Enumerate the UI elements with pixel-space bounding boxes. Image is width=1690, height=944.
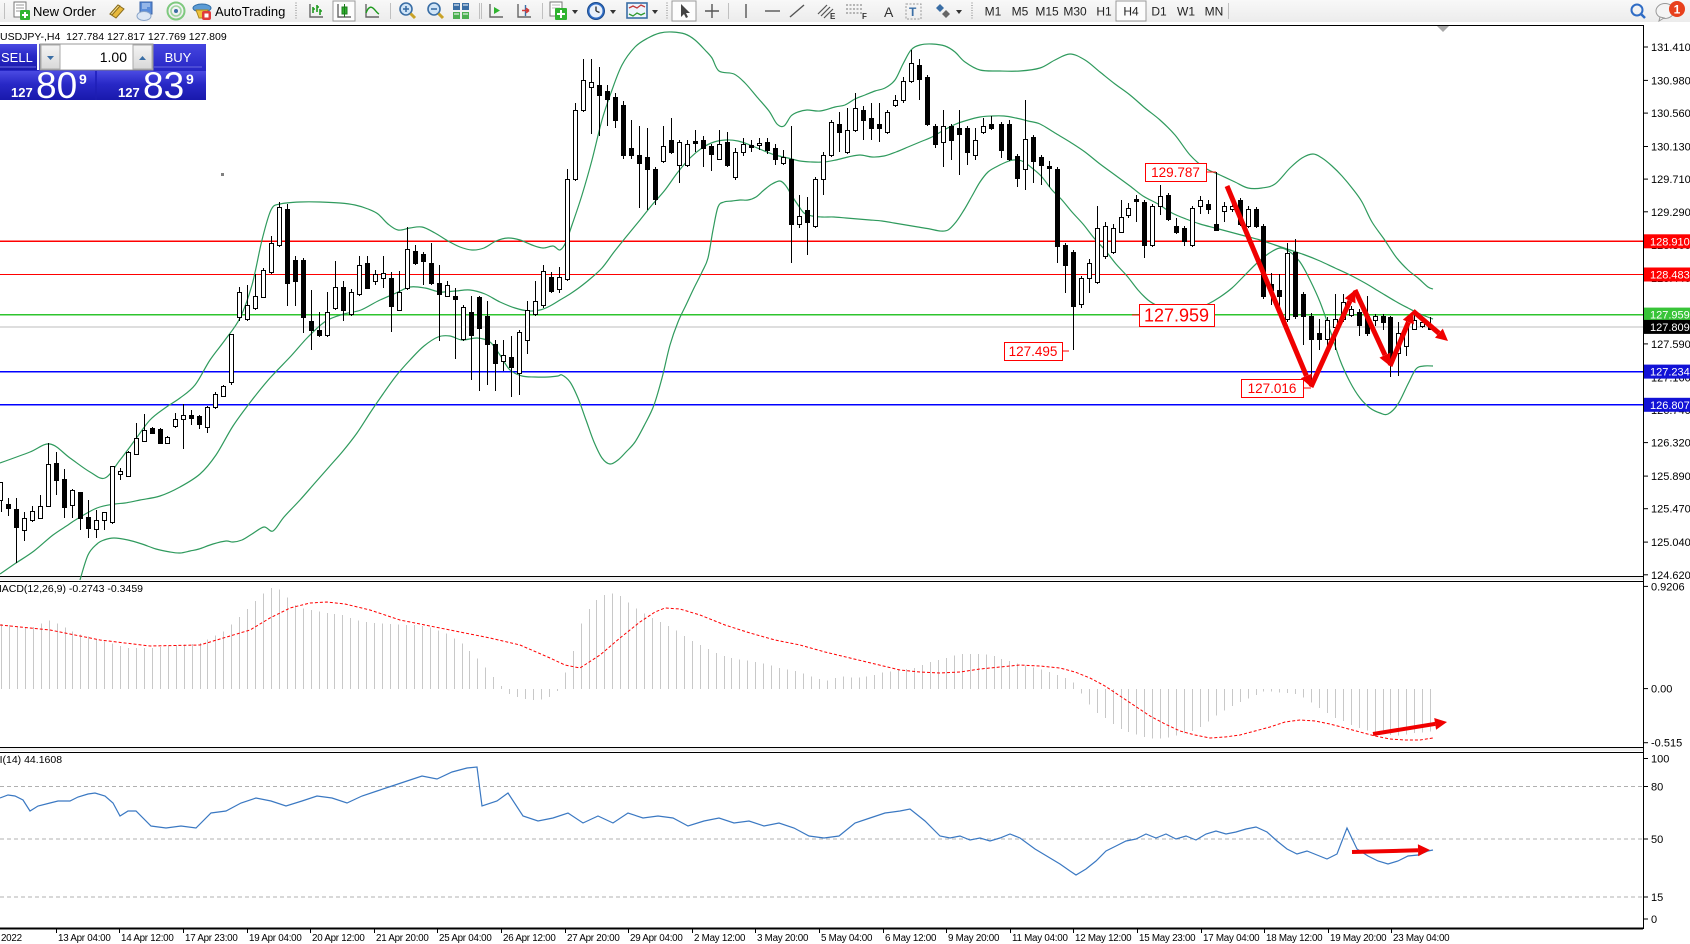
svg-text:20 Apr 12:00: 20 Apr 12:00 [312, 933, 365, 944]
svg-text:A: A [884, 4, 894, 20]
svg-text:80: 80 [1651, 782, 1663, 794]
svg-text:23 May 04:00: 23 May 04:00 [1393, 933, 1450, 944]
svg-text:9: 9 [186, 71, 194, 87]
svg-text:2 May 12:00: 2 May 12:00 [694, 933, 746, 944]
svg-text:3 May 20:00: 3 May 20:00 [757, 933, 809, 944]
svg-text:18 May 12:00: 18 May 12:00 [1266, 933, 1323, 944]
svg-text:19 May 20:00: 19 May 20:00 [1330, 933, 1387, 944]
svg-text:127.590: 127.590 [1651, 339, 1690, 351]
svg-text:New Order: New Order [33, 4, 97, 19]
svg-text:BUY: BUY [165, 50, 192, 65]
svg-text:T: T [909, 5, 917, 19]
svg-text:126.807: 126.807 [1650, 400, 1690, 412]
svg-text:M1: M1 [985, 5, 1002, 19]
svg-text:9 May 20:00: 9 May 20:00 [948, 933, 1000, 944]
svg-text:127.959: 127.959 [1650, 310, 1690, 322]
svg-text:129.710: 129.710 [1651, 174, 1690, 186]
svg-text:9: 9 [79, 71, 87, 87]
svg-text:AutoTrading: AutoTrading [215, 4, 285, 19]
svg-text:27 Apr 20:00: 27 Apr 20:00 [567, 933, 620, 944]
svg-text:26 Apr 12:00: 26 Apr 12:00 [503, 933, 556, 944]
svg-text:0.9206: 0.9206 [1651, 581, 1685, 593]
svg-text:126.320: 126.320 [1651, 438, 1690, 450]
svg-text:130.130: 130.130 [1651, 142, 1690, 154]
svg-text:-0.515: -0.515 [1651, 738, 1682, 750]
svg-text:130.560: 130.560 [1651, 108, 1690, 120]
svg-text:129.787: 129.787 [1151, 165, 1200, 180]
svg-text:21 Apr 20:00: 21 Apr 20:00 [376, 933, 429, 944]
svg-text:17 May 04:00: 17 May 04:00 [1203, 933, 1260, 944]
svg-text:127: 127 [11, 85, 33, 100]
svg-text:0: 0 [1651, 914, 1657, 926]
svg-text:19 Apr 04:00: 19 Apr 04:00 [249, 933, 302, 944]
svg-text:15: 15 [1651, 892, 1663, 904]
svg-text:125.890: 125.890 [1651, 471, 1690, 483]
svg-text:128.483: 128.483 [1650, 270, 1690, 282]
svg-text:14 Apr 12:00: 14 Apr 12:00 [121, 933, 174, 944]
svg-text:M30: M30 [1063, 5, 1087, 19]
svg-text:29 Apr 04:00: 29 Apr 04:00 [630, 933, 683, 944]
svg-text:5 May 04:00: 5 May 04:00 [821, 933, 873, 944]
svg-text:11 May 04:00: 11 May 04:00 [1012, 933, 1068, 944]
svg-text:0.00: 0.00 [1651, 684, 1672, 696]
svg-text:50: 50 [1651, 834, 1663, 846]
svg-text:RSI(14) 44.1608: RSI(14) 44.1608 [0, 754, 62, 766]
svg-text:25 Apr 04:00: 25 Apr 04:00 [439, 933, 492, 944]
svg-text:125.470: 125.470 [1651, 504, 1690, 516]
svg-text:80: 80 [36, 65, 77, 106]
svg-text:W1: W1 [1177, 5, 1195, 19]
svg-text:15 May 23:00: 15 May 23:00 [1139, 933, 1196, 944]
svg-text:127.016: 127.016 [1248, 381, 1297, 396]
svg-text:83: 83 [143, 65, 184, 106]
svg-text:131.410: 131.410 [1651, 42, 1690, 54]
svg-text:F: F [862, 12, 867, 21]
svg-text:1.00: 1.00 [100, 49, 127, 65]
svg-text:D1: D1 [1151, 5, 1167, 19]
svg-text:13 Apr 04:00: 13 Apr 04:00 [58, 933, 111, 944]
svg-text:Apr 2022: Apr 2022 [0, 933, 22, 944]
svg-text:1: 1 [1674, 3, 1681, 17]
svg-text:127.809: 127.809 [1650, 322, 1690, 334]
svg-text:130.980: 130.980 [1651, 75, 1690, 87]
svg-text:127: 127 [118, 85, 140, 100]
svg-text:124.620: 124.620 [1651, 570, 1690, 582]
svg-text:129.290: 129.290 [1651, 207, 1690, 219]
svg-text:12 May 12:00: 12 May 12:00 [1075, 933, 1132, 944]
svg-text:M5: M5 [1012, 5, 1029, 19]
svg-text:SELL: SELL [1, 50, 33, 65]
svg-text:M15: M15 [1035, 5, 1059, 19]
svg-text:17 Apr 23:00: 17 Apr 23:00 [185, 933, 238, 944]
svg-text:MN: MN [1205, 5, 1224, 19]
svg-text:127.234: 127.234 [1650, 367, 1690, 379]
svg-text:100: 100 [1651, 754, 1669, 766]
svg-text:H1: H1 [1096, 5, 1112, 19]
svg-text:H4: H4 [1123, 5, 1139, 19]
svg-text:128.910: 128.910 [1650, 236, 1690, 248]
svg-text:E: E [830, 12, 836, 21]
svg-text:125.040: 125.040 [1651, 537, 1690, 549]
svg-text:127.959: 127.959 [1144, 305, 1209, 325]
svg-text:MACD(12,26,9) -0.2743 -0.3459: MACD(12,26,9) -0.2743 -0.3459 [0, 583, 143, 595]
svg-text:6 May 12:00: 6 May 12:00 [885, 933, 937, 944]
svg-text:127.495: 127.495 [1009, 344, 1058, 359]
svg-text:USDJPY-,H4 127.784 127.817 12: USDJPY-,H4 127.784 127.817 127.769 127.8… [0, 31, 227, 43]
